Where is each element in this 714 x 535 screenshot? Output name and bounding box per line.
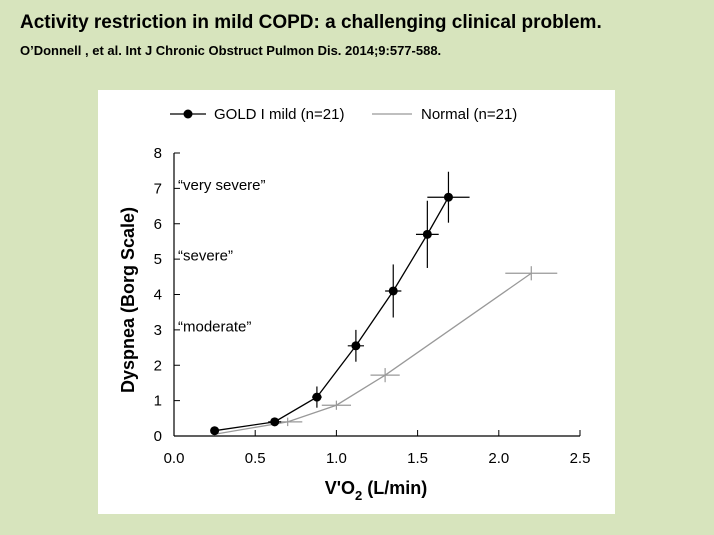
y-tick-label: 5 — [154, 251, 162, 268]
y-tick-label: 6 — [154, 216, 162, 233]
gold-data-point — [388, 286, 398, 296]
x-tick-label: 2.0 — [488, 450, 509, 467]
slide-title: Activity restriction in mild COPD: a cha… — [20, 12, 602, 33]
slide-citation: O’Donnell , et al. Int J Chronic Obstruc… — [20, 43, 442, 58]
normal-series-line — [214, 272, 532, 435]
x-tick-label: 0.0 — [164, 450, 185, 467]
gold-data-point — [422, 229, 432, 239]
chart-panel: 0 1 2 3 4 5 6 7 8 0.0 0.5 1.0 1.5 2.0 2.5 Dyspnea (Bo… — [98, 90, 615, 514]
x-axis-title-unit: (L/min) — [362, 478, 427, 498]
y-tick-label: 3 — [154, 322, 162, 339]
severity-annotation: “severe” — [178, 248, 233, 265]
x-tick-label: 0.5 — [245, 450, 266, 467]
gold-data-point — [210, 426, 220, 436]
x-axis-title-main: V'O — [325, 478, 355, 498]
x-tick-label: 2.5 — [570, 450, 591, 467]
y-axis-title: Dyspnea (Borg Scale) — [118, 207, 138, 393]
x-axis-title-subscript: 2 — [355, 488, 362, 503]
y-tick-label: 8 — [154, 145, 162, 162]
x-tick-label: 1.0 — [326, 450, 347, 467]
x-axis-title: V'O2 (L/min) — [325, 478, 428, 503]
gold-data-point — [312, 392, 322, 402]
y-tick-label: 0 — [154, 428, 162, 445]
x-tick-label: 1.5 — [407, 450, 428, 467]
gold-data-point — [443, 192, 453, 202]
y-tick-label: 7 — [154, 180, 162, 197]
y-tick-label: 2 — [154, 357, 162, 374]
y-tick-label: 4 — [154, 287, 162, 304]
dyspnea-chart: 0 1 2 3 4 5 6 7 8 0.0 0.5 1.0 1.5 2.0 2.5 Dyspnea (Bo… — [118, 106, 591, 503]
legend-gold-marker — [183, 109, 193, 119]
gold-series-line — [214, 196, 450, 432]
legend-gold-label: GOLD I mild (n=21) — [214, 106, 344, 123]
gold-data-point — [351, 341, 361, 351]
legend: GOLD I mild (n=21) Normal (n=21) — [170, 106, 517, 123]
severity-annotation: “very severe” — [178, 177, 266, 194]
y-tick-label: 1 — [154, 393, 162, 410]
legend-normal-label: Normal (n=21) — [421, 106, 517, 123]
gold-data-point — [270, 417, 280, 427]
severity-annotation: “moderate” — [178, 318, 251, 335]
